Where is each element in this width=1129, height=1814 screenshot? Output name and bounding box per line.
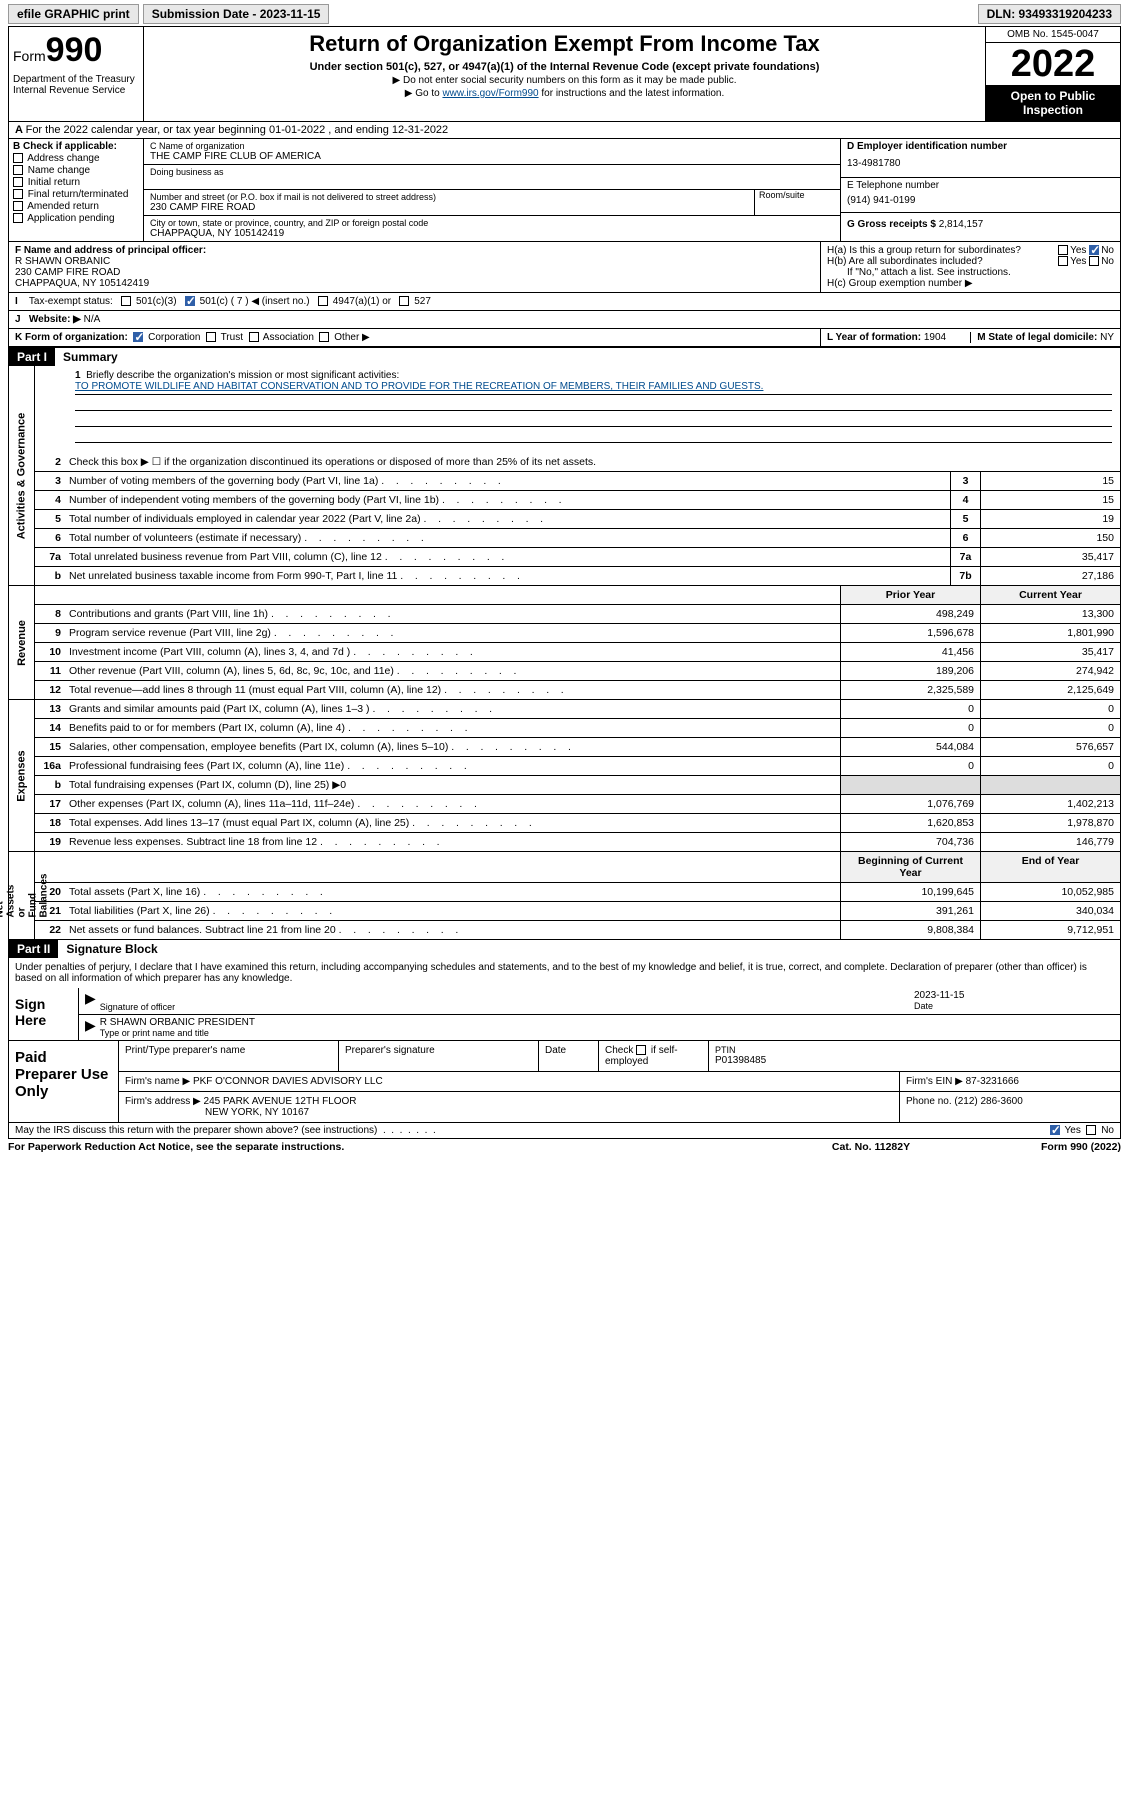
firm-name: PKF O'CONNOR DAVIES ADVISORY LLC: [193, 1076, 383, 1087]
vlabel-expenses: Expenses: [16, 750, 28, 801]
form-number: Form990: [13, 31, 139, 70]
form-header: Form990 Department of the Treasury Inter…: [8, 26, 1121, 121]
form-title: Return of Organization Exempt From Incom…: [148, 31, 981, 57]
vlabel-governance: Activities & Governance: [16, 412, 28, 539]
officer-name: R SHAWN ORBANIC: [15, 256, 814, 267]
b-label: B Check if applicable:: [13, 141, 117, 152]
gross-value: 2,814,157: [939, 219, 984, 230]
tax-year: 2022: [986, 43, 1120, 85]
sig-name-label: Type or print name and title: [100, 1028, 255, 1038]
officer-street: 230 CAMP FIRE ROAD: [15, 267, 814, 278]
col-end: End of Year: [980, 852, 1120, 882]
firm-phone: (212) 286-3600: [954, 1096, 1022, 1107]
sig-declaration: Under penalties of perjury, I declare th…: [9, 958, 1120, 988]
part1-header: Part ISummary: [8, 347, 1121, 366]
preparer-label: Paid Preparer Use Only: [9, 1041, 119, 1122]
col-c: C Name of organization THE CAMP FIRE CLU…: [144, 139, 840, 241]
phone-value: (914) 941-0199: [847, 191, 1114, 210]
f-label: F Name and address of principal officer:: [15, 245, 206, 256]
omb-number: OMB No. 1545-0047: [986, 27, 1120, 43]
chk-initial[interactable]: Initial return: [28, 177, 80, 188]
ha-label: H(a) Is this a group return for subordin…: [827, 245, 1021, 256]
c-name-label: C Name of organization: [150, 141, 834, 151]
hb-note: If "No," attach a list. See instructions…: [827, 267, 1114, 278]
phone-label: E Telephone number: [847, 180, 1114, 191]
sig-date-label: Date: [914, 1001, 1114, 1011]
row-klm: K Form of organization: Corporation Trus…: [8, 328, 1121, 347]
chk-address[interactable]: Address change: [27, 153, 99, 164]
gross-label: G Gross receipts $: [847, 219, 939, 230]
street-label: Number and street (or P.O. box if mail i…: [150, 192, 754, 202]
subdate-value: 2023-11-15: [260, 7, 321, 21]
top-toolbar: efile GRAPHIC print Submission Date - 20…: [8, 4, 1121, 24]
form-subtitle: Under section 501(c), 527, or 4947(a)(1)…: [148, 61, 981, 73]
col-b: B Check if applicable: Address change Na…: [9, 139, 144, 241]
city-value: CHAPPAQUA, NY 105142419: [150, 228, 834, 239]
hc-label: H(c) Group exemption number ▶: [827, 278, 1114, 289]
city-label: City or town, state or province, country…: [150, 218, 834, 228]
submission-date-button[interactable]: Submission Date - 2023-11-15: [143, 4, 330, 24]
irs-discuss-row: May the IRS discuss this return with the…: [8, 1123, 1121, 1139]
ein-value: 13-4981780: [847, 152, 1114, 175]
org-name: THE CAMP FIRE CLUB OF AMERICA: [150, 151, 834, 162]
signature-block: Under penalties of perjury, I declare th…: [8, 958, 1121, 1041]
vlabel-net: Net Assets or Fund Balances: [0, 874, 49, 918]
sig-officer-label: Signature of officer: [100, 1002, 914, 1012]
ein-label: D Employer identification number: [847, 141, 1007, 152]
part2-header: Part IISignature Block: [8, 940, 1121, 958]
row-fh: F Name and address of principal officer:…: [8, 241, 1121, 292]
website-value: N/A: [84, 314, 101, 325]
firm-addr1: 245 PARK AVENUE 12TH FLOOR: [204, 1096, 357, 1107]
sig-date: 2023-11-15: [914, 990, 1114, 1001]
firm-ein: 87-3231666: [966, 1076, 1019, 1087]
state-domicile: NY: [1100, 332, 1114, 343]
officer-city: CHAPPAQUA, NY 105142419: [15, 278, 814, 289]
vlabel-revenue: Revenue: [16, 620, 28, 666]
prep-h2: Preparer's signature: [339, 1041, 539, 1071]
col-current: Current Year: [980, 586, 1120, 604]
chk-pending[interactable]: Application pending: [27, 213, 114, 224]
governance-block: Activities & Governance 1 Briefly descri…: [8, 366, 1121, 586]
col-beginning: Beginning of Current Year: [840, 852, 980, 882]
preparer-block: Paid Preparer Use Only Print/Type prepar…: [8, 1041, 1121, 1123]
sig-name: R SHAWN ORBANIC PRESIDENT: [100, 1017, 255, 1028]
col-prior: Prior Year: [840, 586, 980, 604]
line-a: A For the 2022 calendar year, or tax yea…: [8, 121, 1121, 138]
ptin-value: P01398485: [715, 1055, 1114, 1066]
revenue-block: Revenue Prior YearCurrent Year 8Contribu…: [8, 586, 1121, 700]
bottom-row: For Paperwork Reduction Act Notice, see …: [8, 1139, 1121, 1155]
hb-label: H(b) Are all subordinates included?: [827, 256, 983, 267]
chk-final[interactable]: Final return/terminated: [28, 189, 129, 200]
expenses-block: Expenses 13Grants and similar amounts pa…: [8, 700, 1121, 852]
netassets-block: Net Assets or Fund Balances Beginning of…: [8, 852, 1121, 940]
open-to-public: Open to Public Inspection: [986, 85, 1120, 121]
dba-label: Doing business as: [150, 167, 834, 177]
col-d: D Employer identification number 13-4981…: [840, 139, 1120, 241]
note-ssn: ▶ Do not enter social security numbers o…: [148, 75, 981, 86]
year-formation: 1904: [924, 332, 946, 343]
sign-here-label: Sign Here: [9, 988, 79, 1040]
room-label: Room/suite: [759, 190, 834, 200]
note-link: ▶ Go to www.irs.gov/Form990 for instruct…: [148, 88, 981, 99]
mission-label: Briefly describe the organization's miss…: [86, 370, 399, 381]
pra-notice: For Paperwork Reduction Act Notice, see …: [8, 1141, 771, 1153]
dln-button[interactable]: DLN: 93493319204233: [978, 4, 1121, 24]
section-bcd: B Check if applicable: Address change Na…: [8, 138, 1121, 241]
prep-h3: Date: [539, 1041, 599, 1071]
efile-button[interactable]: efile GRAPHIC print: [8, 4, 139, 24]
line2-text: Check this box ▶ ☐ if the organization d…: [65, 453, 1120, 471]
firm-addr2: NEW YORK, NY 10167: [125, 1107, 309, 1118]
subdate-label: Submission Date -: [152, 7, 260, 21]
prep-h1: Print/Type preparer's name: [119, 1041, 339, 1071]
row-j: J Website: ▶ N/A: [8, 310, 1121, 328]
chk-amended[interactable]: Amended return: [27, 201, 99, 212]
row-i: I Tax-exempt status: 501(c)(3) 501(c) ( …: [8, 292, 1121, 310]
street-value: 230 CAMP FIRE ROAD: [150, 202, 754, 213]
dept-label: Department of the Treasury Internal Reve…: [13, 70, 139, 96]
chk-name[interactable]: Name change: [28, 165, 90, 176]
mission-text[interactable]: TO PROMOTE WILDLIFE AND HABITAT CONSERVA…: [75, 381, 763, 392]
cat-no: Cat. No. 11282Y: [771, 1141, 971, 1153]
irs-link[interactable]: www.irs.gov/Form990: [442, 88, 538, 99]
